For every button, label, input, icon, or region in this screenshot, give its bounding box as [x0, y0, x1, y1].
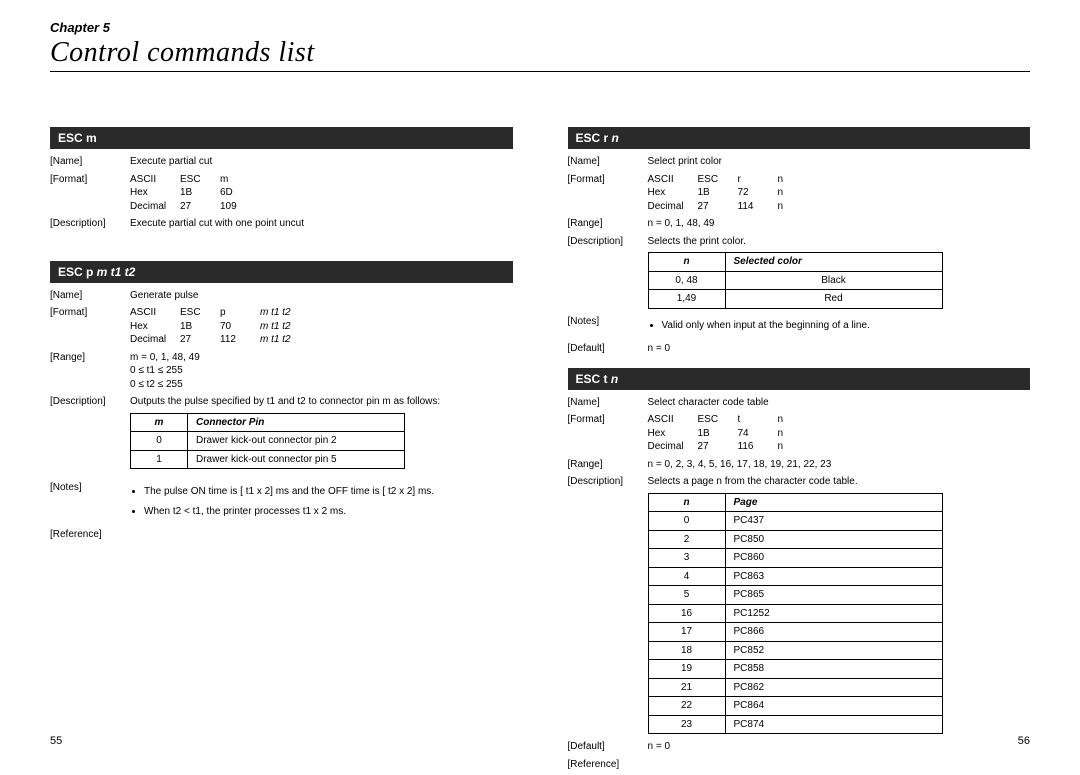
label-description: [Description]	[50, 217, 130, 231]
esc-t-format-grid: ASCIIESCtn Hex1B74n Decimal27116n	[648, 413, 1031, 454]
esc-p-description: Outputs the pulse specified by t1 and t2…	[130, 395, 513, 409]
chapter-label: Chapter 5	[50, 20, 1030, 35]
esc-t-page-table: nPage 0PC437 2PC850 3PC860 4PC863 5PC865…	[648, 493, 943, 735]
page-title: Control commands list	[50, 37, 1030, 69]
left-column: ESC m [Name] Execute partial cut [Format…	[50, 127, 513, 775]
esc-t-default: n = 0	[648, 740, 1031, 754]
esc-p-connector-table: mConnector Pin 0Drawer kick-out connecto…	[130, 413, 405, 470]
esc-m-header: ESC m	[50, 127, 513, 149]
esc-r-notes: Valid only when input at the beginning o…	[648, 319, 1031, 333]
esc-r-range: n = 0, 1, 48, 49	[648, 217, 1031, 231]
esc-r-default: n = 0	[648, 342, 1031, 356]
esc-r-description: Selects the print color.	[648, 235, 1031, 249]
esc-r-name: Select print color	[648, 155, 1031, 169]
esc-r-header: ESC r n	[568, 127, 1031, 149]
page-root: Chapter 5 Control commands list ESC m [N…	[0, 0, 1080, 775]
esc-m-description: Execute partial cut with one point uncut	[130, 217, 513, 231]
esc-m-name: Execute partial cut	[130, 155, 513, 169]
esc-t-description: Selects a page n from the character code…	[648, 475, 1031, 489]
esc-p-header: ESC p m t1 t2	[50, 261, 513, 283]
esc-p-name: Generate pulse	[130, 289, 513, 303]
right-column: ESC r n [Name] Select print color [Forma…	[568, 127, 1031, 775]
page-number-left: 55	[50, 735, 62, 747]
label-name: [Name]	[50, 155, 130, 169]
title-rule	[50, 71, 1030, 72]
esc-t-name: Select character code table	[648, 396, 1031, 410]
two-column-layout: ESC m [Name] Execute partial cut [Format…	[50, 127, 1030, 775]
esc-r-color-table: nSelected color 0, 48Black 1,49Red	[648, 252, 943, 309]
esc-t-range: n = 0, 2, 3, 4, 5, 16, 17, 18, 19, 21, 2…	[648, 458, 1031, 472]
esc-r-format-grid: ASCIIESCrn Hex1B72n Decimal27114n	[648, 173, 1031, 214]
esc-m-format-grid: ASCIIESCm Hex1B6D Decimal27109	[130, 173, 513, 214]
label-format: [Format]	[50, 173, 130, 214]
esc-p-notes: The pulse ON time is [ t1 x 2] ms and th…	[130, 485, 513, 518]
esc-p-reference	[130, 528, 513, 542]
esc-p-format-grid: ASCIIESCpm t1 t2 Hex1B70m t1 t2 Decimal2…	[130, 306, 513, 347]
page-number-right: 56	[1018, 735, 1030, 747]
esc-m-header-text: ESC m	[58, 131, 97, 145]
esc-t-header: ESC t n	[568, 368, 1031, 390]
esc-p-range: m = 0, 1, 48, 49 0 ≤ t1 ≤ 255 0 ≤ t2 ≤ 2…	[130, 351, 513, 392]
